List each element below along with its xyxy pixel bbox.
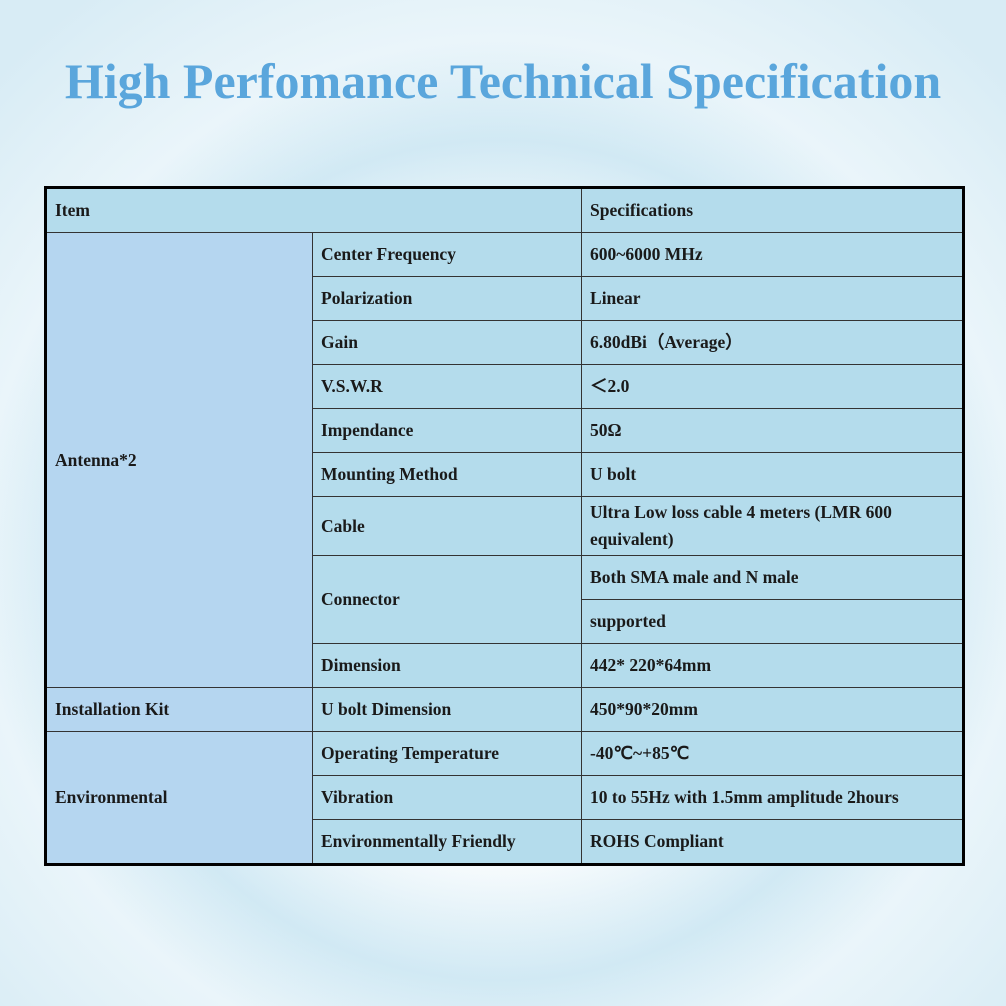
spec-row: Antenna*2 Center Frequency 600~6000 MHz — [45, 232, 965, 688]
spec-cell: supported — [581, 599, 965, 644]
header-cell: Item — [44, 187, 583, 233]
spec-cell: -40℃~+85℃ — [581, 731, 965, 776]
group-cell: Installation Kit — [45, 687, 313, 732]
item-cell: Gain — [311, 320, 583, 365]
spec-row: Installation Kit U bolt Dimension 450*90*2… — [45, 687, 965, 732]
spec-table: Item Specifications Antenna*2 Center Freq… — [44, 186, 966, 866]
header-cell: Specifications — [581, 187, 965, 233]
group-cell: Antenna*2 — [45, 232, 313, 688]
spec-cell: Linear — [581, 276, 965, 321]
header-row: Item Specifications — [44, 187, 965, 233]
spec-row: Connector Both SMA male and N male — [46, 555, 965, 644]
spec-cell: 50Ω — [581, 408, 965, 453]
spec-row: Cable Ultra Low loss cable 4 meters (LMR … — [46, 496, 965, 556]
item-cell: V.S.W.R — [311, 364, 583, 409]
item-cell: Dimension — [311, 643, 583, 688]
item-cell: Cable — [311, 496, 583, 556]
spec-row: Environmentally Friendly ROHS Compliant — [46, 819, 965, 865]
item-cell: Mounting Method — [311, 452, 583, 497]
spec-cell: 10 to 55Hz with 1.5mm amplitude 2hours — [581, 775, 965, 820]
spec-cell: 600~6000 MHz — [581, 232, 965, 277]
spec-row: Gain 6.80dBi（Average） — [46, 320, 965, 365]
spec-row: Dimension 442* 220*64mm — [46, 643, 965, 688]
spec-cell: Both SMA male and N male — [581, 555, 965, 600]
item-cell: Polarization — [311, 276, 583, 321]
spec-cell: 442* 220*64mm — [581, 643, 965, 688]
item-cell: Center Frequency — [311, 232, 583, 277]
item-cell: Operating Temperature — [311, 731, 583, 776]
item-cell: Impendance — [311, 408, 583, 453]
spec-cell: ＜2.0 — [581, 364, 965, 409]
item-cell: Environmentally Friendly — [311, 819, 583, 865]
spec-cell: U bolt — [581, 452, 965, 497]
spec-row: Impendance 50Ω — [46, 408, 965, 453]
spec-cell: 6.80dBi（Average） — [581, 320, 965, 365]
spec-cell: 450*90*20mm — [581, 687, 965, 732]
spec-cell: ROHS Compliant — [581, 819, 965, 865]
item-cell: Vibration — [311, 775, 583, 820]
spec-row: Mounting Method U bolt — [46, 452, 965, 497]
spec-row: V.S.W.R ＜2.0 — [46, 364, 965, 409]
spec-row: Polarization Linear — [46, 276, 965, 321]
group-cell: Environmental — [45, 731, 313, 865]
title: High Perfomance Technical Specification — [64, 53, 942, 109]
spec-row: Environmental Operating Temperature -40℃~+… — [45, 731, 965, 865]
item-cell: U bolt Dimension — [311, 687, 583, 732]
spec-row: Vibration 10 to 55Hz with 1.5mm amplitude… — [46, 775, 965, 820]
spec-cell: Ultra Low loss cable 4 meters (LMR 600 e… — [581, 496, 965, 556]
item-cell: Connector — [311, 555, 583, 644]
